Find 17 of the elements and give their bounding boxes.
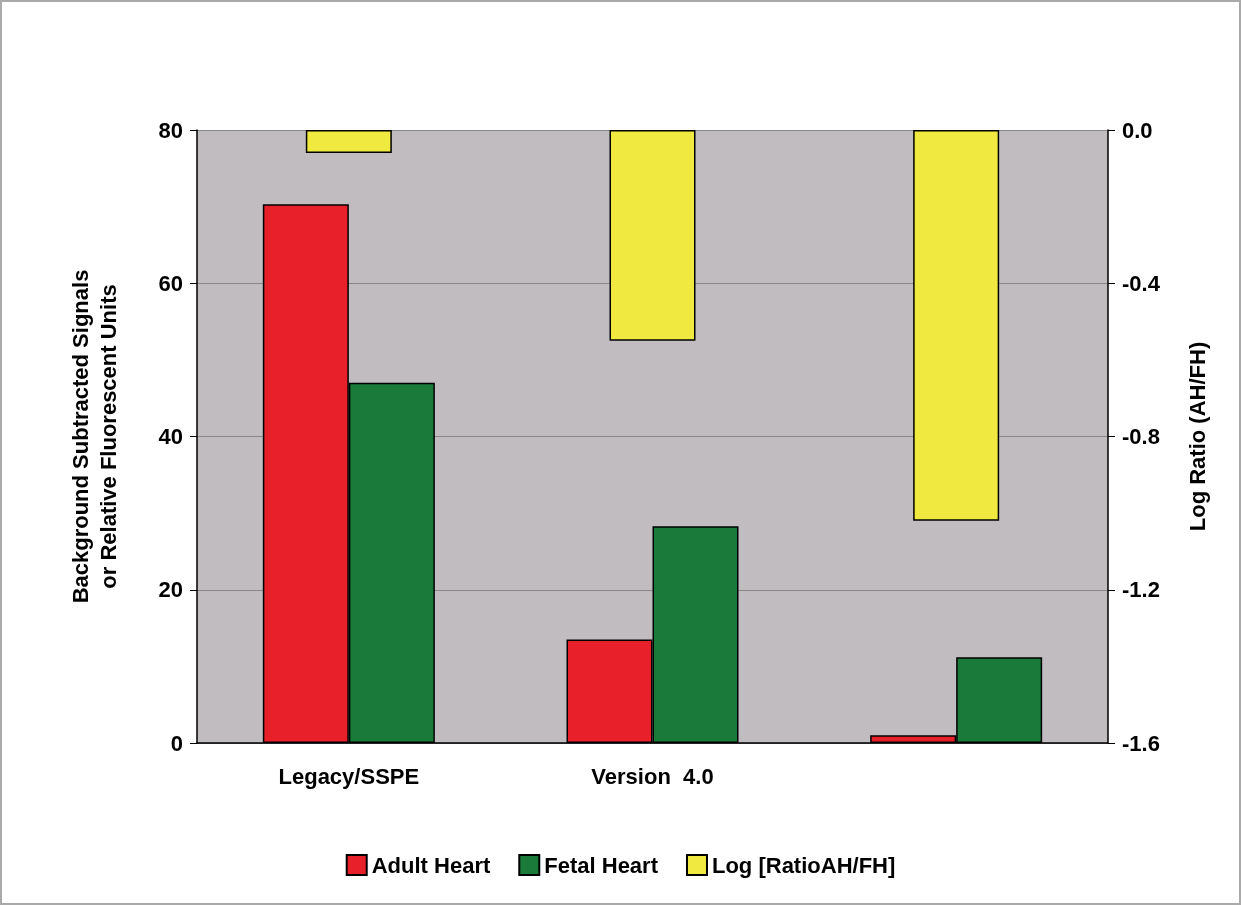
y-tick-label: 40 [158, 424, 183, 449]
legend-label: Adult Heart [371, 852, 491, 878]
y-tick-label: 60 [158, 270, 183, 296]
y2-tick-label: -1.2 [1122, 577, 1160, 603]
legend-label: Log [RatioAH/FH] [711, 852, 896, 878]
y2-tick-label: -0.8 [1122, 424, 1160, 449]
y-tick-label: 0 [170, 730, 183, 756]
y-axis-title: Background Subtracted Signals or Relative Fluorescent Units [67, 269, 121, 604]
y2-tick-label: -0.4 [1122, 270, 1161, 296]
legend-label: Fetal Heart [544, 852, 659, 878]
y2-tick-label: 0.0 [1122, 117, 1153, 143]
y-tick-label: 20 [158, 577, 183, 603]
x-tick-label: Legacy/SSPE [278, 763, 420, 789]
y2-axis-title: Log Ratio (AH/FH) [1184, 341, 1210, 532]
y2-tick-label: -1.6 [1122, 730, 1160, 756]
y-tick-label: 80 [158, 117, 183, 143]
x-tick-label: Version 4.0 [591, 763, 714, 789]
